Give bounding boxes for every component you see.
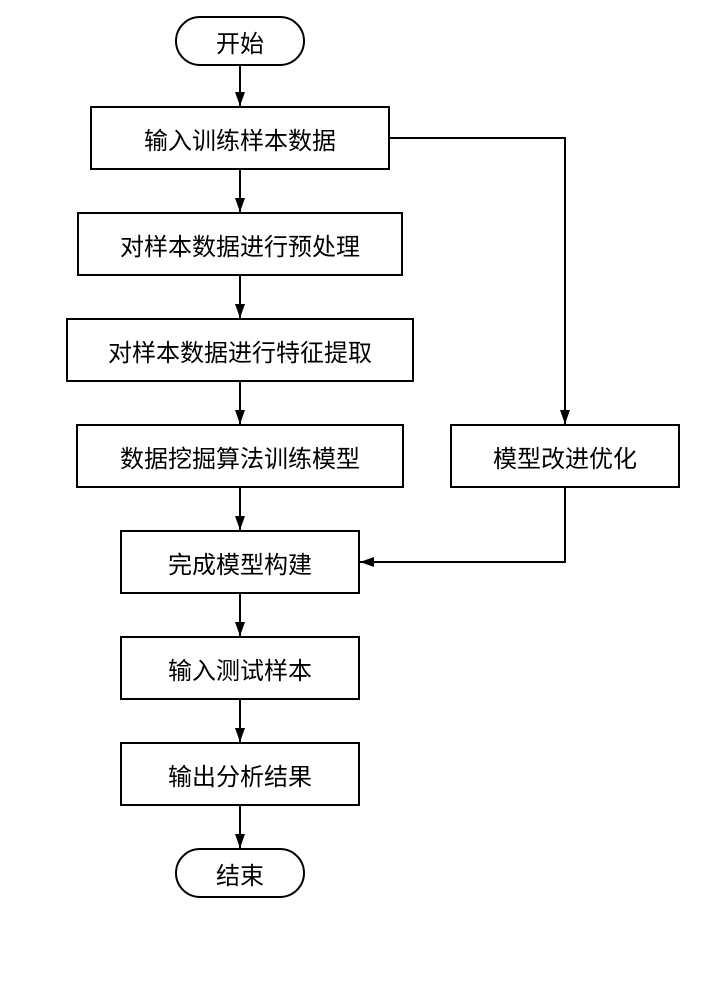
flow-n1-label: 输入训练样本数据 xyxy=(144,121,336,156)
flow-n6-label: 输入测试样本 xyxy=(168,651,312,686)
flow-start: 开始 xyxy=(175,16,305,66)
flow-train-model: 数据挖掘算法训练模型 xyxy=(76,424,404,488)
flow-n5-label: 完成模型构建 xyxy=(168,545,312,580)
flow-output-result: 输出分析结果 xyxy=(120,742,360,806)
flow-preprocess: 对样本数据进行预处理 xyxy=(77,212,403,276)
flow-optimize: 模型改进优化 xyxy=(450,424,680,488)
flow-end: 结束 xyxy=(175,848,305,898)
flow-input-test: 输入测试样本 xyxy=(120,636,360,700)
flow-end-label: 结束 xyxy=(216,856,264,891)
flow-n3-label: 对样本数据进行特征提取 xyxy=(108,333,372,368)
flow-opt-label: 模型改进优化 xyxy=(493,439,637,474)
flow-n7-label: 输出分析结果 xyxy=(168,757,312,792)
flow-model-built: 完成模型构建 xyxy=(120,530,360,594)
flow-n2-label: 对样本数据进行预处理 xyxy=(120,227,360,262)
flow-start-label: 开始 xyxy=(216,24,264,59)
flow-feature-extract: 对样本数据进行特征提取 xyxy=(66,318,414,382)
flow-n4-label: 数据挖掘算法训练模型 xyxy=(120,439,360,474)
flow-input-training-data: 输入训练样本数据 xyxy=(90,106,390,170)
